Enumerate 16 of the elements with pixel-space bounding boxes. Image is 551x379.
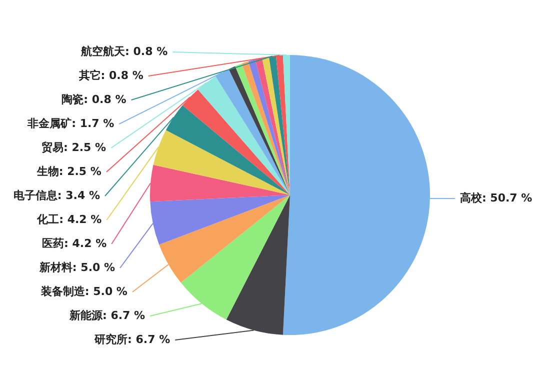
slice-label: 生物: 2.5 % [36,165,102,178]
slice-label: 非金属矿: 1.7 % [26,117,114,130]
pie-slice [255,58,290,195]
pie-slice [262,56,290,195]
slice-label: 贸易: 2.5 % [41,141,106,154]
slice-label: 陶瓷: 0.8 % [62,93,126,106]
slice-label: 医药: 4.2 % [42,237,107,250]
slice-label: 新材料: 5.0 % [38,261,116,274]
slice-label: 研究所: 6.7 % [94,333,170,346]
slice-label: 新能源: 6.7 % [68,309,146,322]
slice-label: 装备制造: 5.0 % [40,285,128,298]
slice-label: 化工: 4.2 % [36,213,102,226]
slice-label: 电子信息: 3.4 % [13,189,100,202]
slice-label: 高校: 50.7 % [460,192,532,205]
slice-label: 航空航天: 0.8 % [80,45,168,58]
slice-label: 其它: 0.8 % [78,69,144,82]
